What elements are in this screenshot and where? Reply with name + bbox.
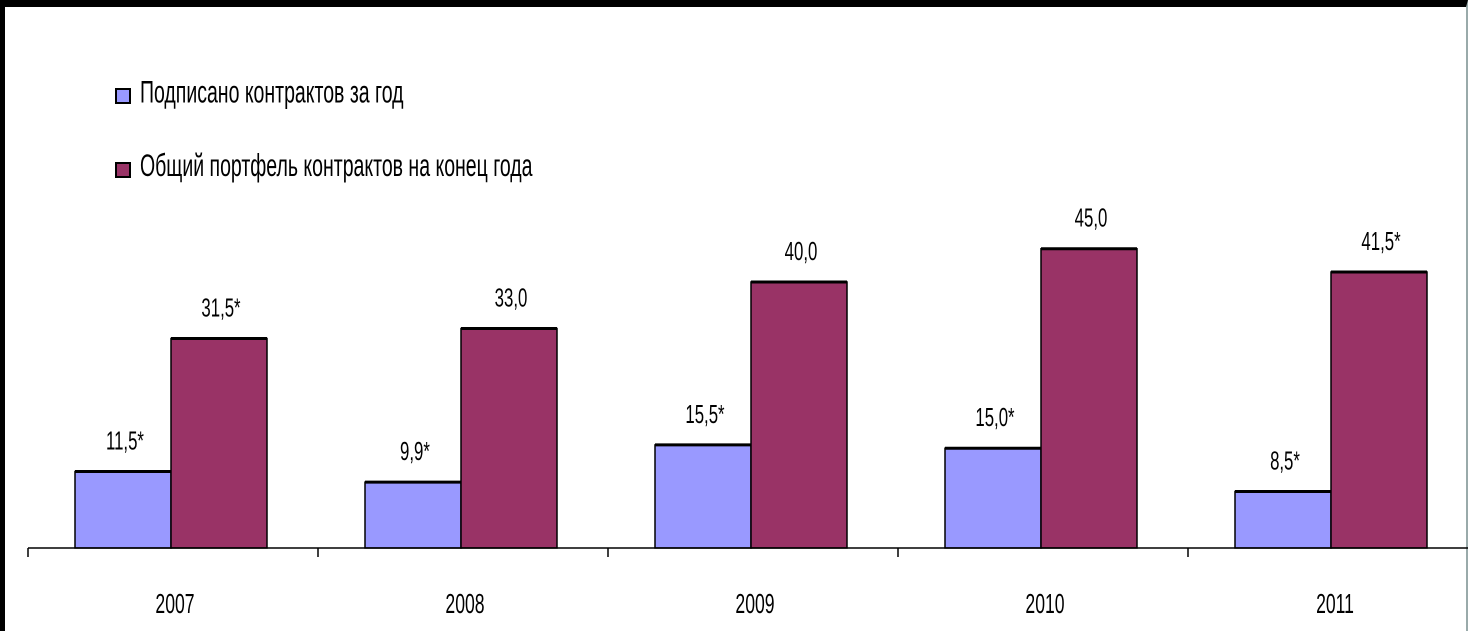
legend-item-0: Подписано контрактов за год xyxy=(115,74,403,110)
bar-2011-series-1 xyxy=(1330,271,1428,549)
bar-2010-series-1 xyxy=(1040,248,1138,549)
bar-2007-series-0 xyxy=(74,470,172,549)
x-tick-label-2010: 2010 xyxy=(1025,588,1064,619)
bar-2010-series-0 xyxy=(944,447,1042,549)
data-label-2011-series-0: 8,5* xyxy=(1270,446,1300,476)
legend-label-0: Подписано контрактов за год xyxy=(140,74,403,110)
bar-2009-series-0 xyxy=(654,444,752,549)
legend-swatch-0 xyxy=(115,88,131,104)
x-tick-label-2008: 2008 xyxy=(445,588,484,619)
data-label-2010-series-0: 15,0* xyxy=(975,402,1015,432)
bars-layer: 11,5* 31,5* 9,9* 33,0 15,5* 40,0 15,0* 45,0 8,5*… xyxy=(74,203,1428,549)
x-tick-label-2007: 2007 xyxy=(155,588,194,619)
x-axis: 2007 2008 2009 2010 2011 xyxy=(27,547,1468,619)
data-label-2007-series-0: 11,5* xyxy=(106,426,144,456)
legend-swatch-1 xyxy=(115,162,131,178)
legend: Подписано контрактов за год Общий портфе… xyxy=(115,74,533,183)
bar-2007-series-1 xyxy=(170,337,268,549)
data-label-2009-series-0: 15,5* xyxy=(685,399,725,429)
bar-2008-series-0 xyxy=(364,481,462,549)
legend-item-1: Общий портфель контрактов на конец года xyxy=(115,147,533,183)
bar-2009-series-1 xyxy=(750,281,848,549)
x-tick-label-2011: 2011 xyxy=(1316,588,1354,619)
legend-label-1: Общий портфель контрактов на конец года xyxy=(140,147,533,183)
x-tick-label-2009: 2009 xyxy=(735,588,774,619)
data-label-2011-series-1: 41,5* xyxy=(1361,226,1401,256)
data-label-2009-series-1: 40,0 xyxy=(785,236,818,266)
data-label-2008-series-1: 33,0 xyxy=(495,283,528,313)
bar-2008-series-1 xyxy=(460,327,558,549)
bar-2011-series-0 xyxy=(1234,490,1332,549)
data-label-2010-series-1: 45,0 xyxy=(1075,203,1108,233)
data-label-2007-series-1: 31,5* xyxy=(201,293,241,323)
data-label-2008-series-0: 9,9* xyxy=(400,436,430,466)
